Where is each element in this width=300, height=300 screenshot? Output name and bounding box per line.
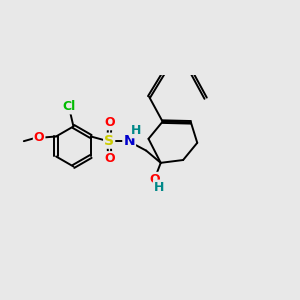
Text: Cl: Cl xyxy=(62,100,75,113)
Text: H: H xyxy=(154,181,164,194)
Text: O: O xyxy=(104,116,115,129)
Text: S: S xyxy=(104,134,114,148)
Text: O: O xyxy=(149,173,160,186)
Text: N: N xyxy=(123,134,135,148)
Text: O: O xyxy=(34,131,44,144)
Text: O: O xyxy=(104,152,115,165)
Text: H: H xyxy=(130,124,141,137)
